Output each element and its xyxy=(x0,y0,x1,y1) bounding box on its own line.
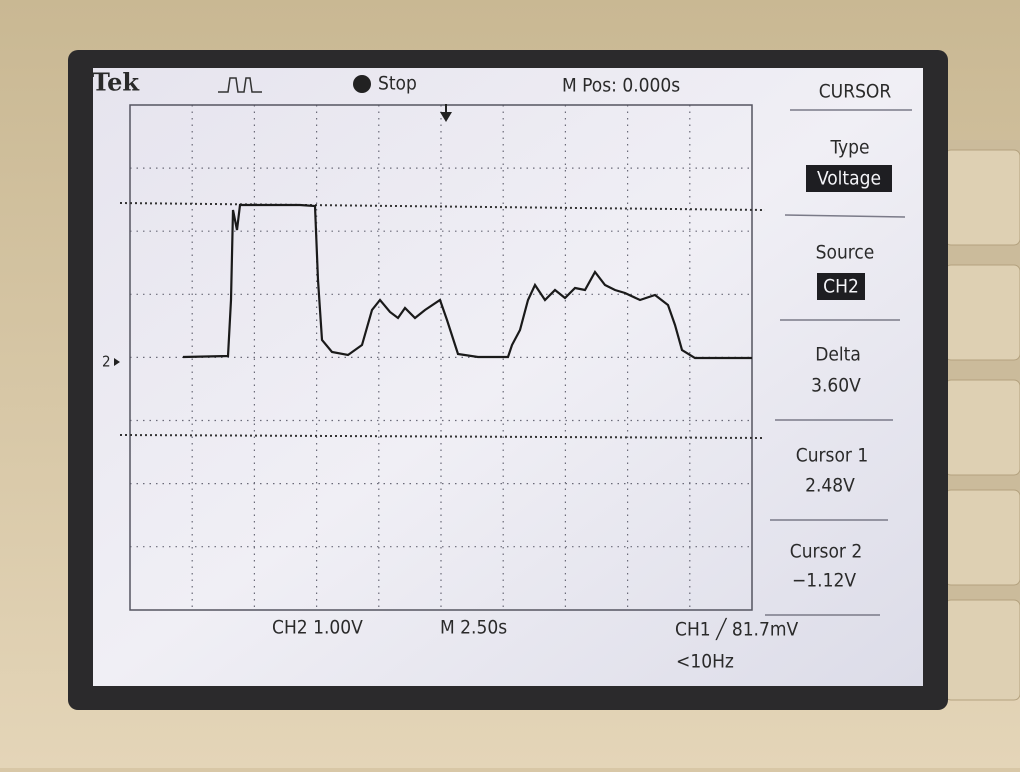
soft-button[interactable] xyxy=(945,150,1020,245)
menu-label: Delta xyxy=(815,344,861,366)
screen xyxy=(93,68,923,686)
button-group xyxy=(945,150,1020,700)
menu-label: Cursor 2 xyxy=(790,541,862,563)
soft-button[interactable] xyxy=(945,600,1020,700)
page: {"header": {"brand": "Tek", "status": "S… xyxy=(0,0,1020,768)
vertical-scale: CH2 1.00V xyxy=(272,617,363,639)
menu-title: CURSOR xyxy=(819,81,892,103)
menu-label: Source xyxy=(816,242,875,264)
run-indicator xyxy=(353,75,371,93)
soft-button[interactable] xyxy=(945,490,1020,585)
menu-label: Cursor 1 xyxy=(796,445,868,467)
menu-value: 2.48V xyxy=(805,475,855,497)
brand: Tek xyxy=(92,68,140,97)
status: Stop xyxy=(378,73,417,95)
menu-value[interactable]: CH2 xyxy=(823,276,859,298)
oscilloscope-photo: Tek Stop M Pos: 0.000s 2 CURSOR Type Vol… xyxy=(0,0,1020,768)
menu-value: 3.60V xyxy=(811,375,861,397)
menu-label: Type xyxy=(830,137,870,159)
soft-button[interactable] xyxy=(945,380,1020,475)
menu-value[interactable]: Voltage xyxy=(817,168,881,190)
frequency: <10Hz xyxy=(676,651,734,673)
trigger-level: CH1 ╱ 81.7mV xyxy=(675,618,799,641)
channel-marker: 2 xyxy=(102,353,111,371)
position: M Pos: 0.000s xyxy=(562,75,680,97)
horizontal-scale: M 2.50s xyxy=(440,617,507,639)
soft-button[interactable] xyxy=(945,265,1020,360)
menu-value: −1.12V xyxy=(792,570,856,592)
